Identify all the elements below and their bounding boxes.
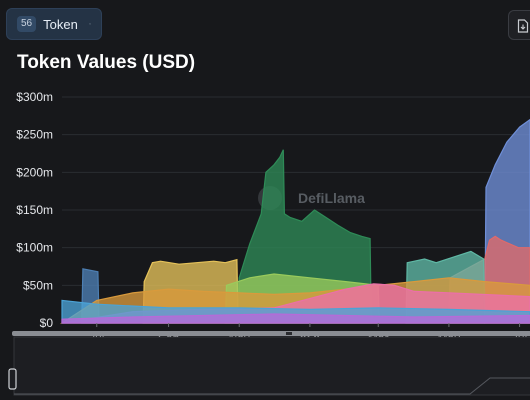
brush-preview-area[interactable] <box>13 336 530 396</box>
y-tick-label: $150m <box>16 203 53 217</box>
y-tick-label: $200m <box>16 165 53 179</box>
brush-grip-icon[interactable] <box>286 332 292 335</box>
brush-preview-line <box>14 377 530 395</box>
token-count-badge: 56 <box>17 16 37 32</box>
series-areas <box>59 118 530 324</box>
y-tick-label: $0 <box>40 316 54 330</box>
watermark-text: DefiLlama <box>298 190 365 206</box>
range-brush[interactable] <box>8 331 530 396</box>
y-tick-label: $250m <box>16 128 53 142</box>
download-file-icon <box>517 19 529 33</box>
series-area-10[interactable] <box>61 313 530 324</box>
download-csv-button[interactable] <box>508 10 530 40</box>
token-selector-label: Token <box>43 16 78 32</box>
y-tick-label: $50m <box>23 278 53 292</box>
y-axis-ticks: $0 $50m $100m $150m $200m $250m $300m <box>16 90 53 330</box>
token-selector-button[interactable]: 56 Token <box>6 8 102 40</box>
y-tick-label: $300m <box>16 90 53 104</box>
chart-title: Token Values (USD) <box>17 52 196 73</box>
brush-left-handle[interactable] <box>8 368 17 390</box>
chevron-down-icon <box>89 23 91 25</box>
brush-scrollbar[interactable] <box>12 331 530 336</box>
y-tick-label: $100m <box>16 241 53 255</box>
